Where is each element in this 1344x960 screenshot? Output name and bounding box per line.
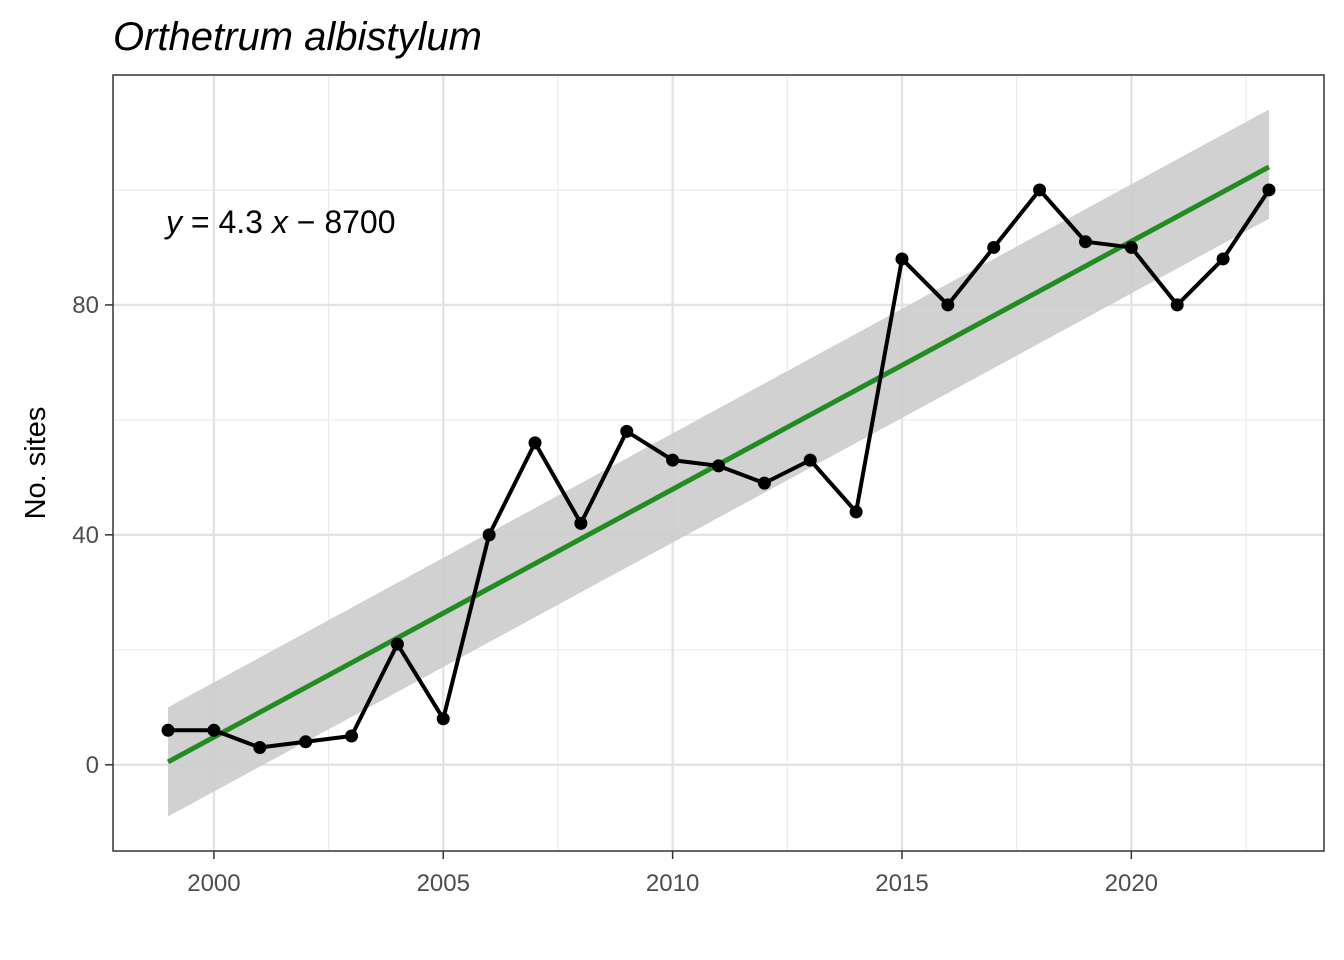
plot-panel-border (112, 74, 1325, 852)
data-point (1170, 298, 1184, 312)
data-point (482, 528, 496, 542)
x-tick-label: 2020 (1105, 870, 1158, 897)
y-tick-label: 80 (72, 292, 99, 319)
data-point (390, 637, 404, 651)
data-point (1216, 252, 1230, 266)
x-tick-label: 2010 (646, 870, 699, 897)
data-point (1078, 235, 1092, 249)
equation-y-var: y (164, 204, 184, 240)
equation-coef: 4.3 (218, 204, 262, 240)
data-point (436, 712, 450, 726)
data-point (207, 723, 221, 737)
data-point (712, 459, 725, 473)
data-point (803, 453, 817, 467)
data-point (1124, 240, 1138, 254)
data-point (345, 729, 359, 743)
equation-x-var: x (270, 204, 289, 240)
data-point (528, 436, 542, 450)
data-point (1262, 183, 1276, 197)
chart-title: Orthetrum albistylum (113, 15, 482, 59)
equation-minus: − (297, 204, 316, 240)
x-tick-label: 2005 (417, 870, 470, 897)
data-point (574, 516, 588, 530)
data-point (987, 240, 1001, 254)
y-tick-label: 40 (72, 522, 99, 549)
y-axis-title: No. sites (20, 407, 52, 520)
data-point (849, 505, 863, 519)
data-point (299, 735, 313, 749)
equation-equals: = (191, 204, 210, 240)
x-axis: 2000 2005 2010 2015 2020 (187, 851, 1158, 897)
data-point (895, 252, 909, 266)
data-points (161, 183, 1276, 755)
data-point (1033, 183, 1047, 197)
x-tick-label: 2015 (875, 870, 928, 897)
x-tick-label: 2000 (187, 870, 240, 897)
y-axis: 0 40 80 (72, 292, 113, 779)
data-point (620, 424, 634, 438)
data-point (941, 298, 955, 312)
equation-intercept: 8700 (324, 204, 395, 240)
y-tick-label: 0 (86, 752, 99, 779)
data-point (161, 723, 175, 737)
data-point (253, 741, 267, 755)
data-point (666, 453, 680, 467)
data-point (757, 476, 771, 490)
regression-equation: y = 4.3 x − 8700 (164, 204, 396, 240)
